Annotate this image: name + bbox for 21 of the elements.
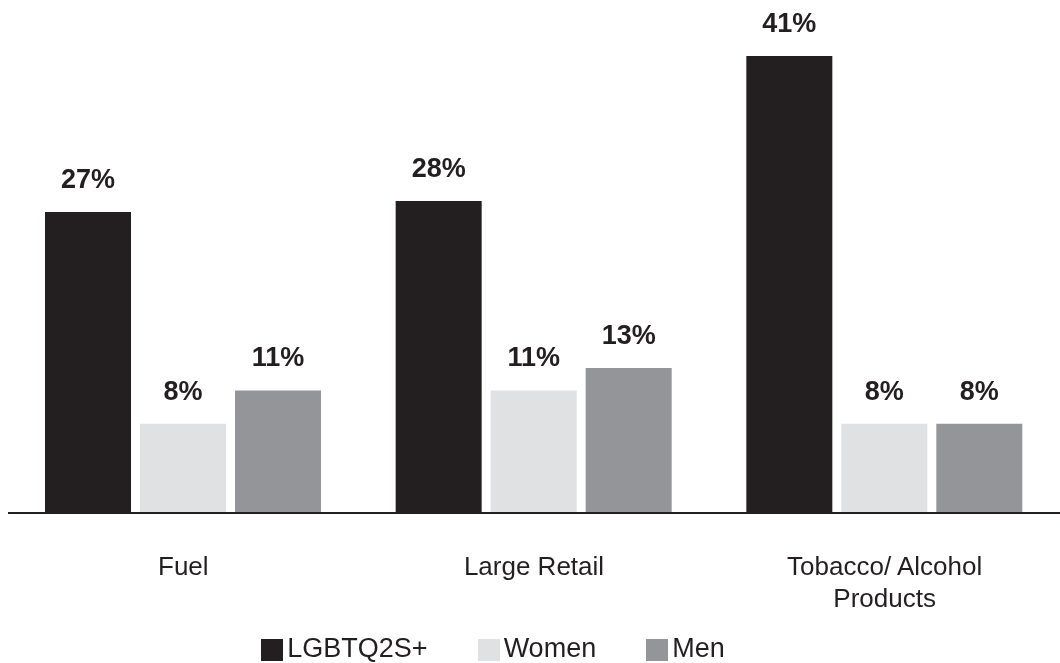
data-label: 8% xyxy=(864,375,904,406)
data-label: 27% xyxy=(60,164,116,195)
bar xyxy=(490,390,577,513)
bar xyxy=(585,368,672,513)
data-label: 8% xyxy=(163,375,203,406)
x-tick-label: Tobacco/ Alcohol Products xyxy=(787,551,983,614)
data-label: 11% xyxy=(507,342,560,373)
bar xyxy=(841,423,928,513)
data-label: 41% xyxy=(762,8,817,38)
x-tick-label: Fuel xyxy=(158,551,209,582)
data-label: 11% xyxy=(251,342,305,373)
x-tick-label: Large Retail xyxy=(463,551,605,582)
data-label: 8% xyxy=(959,375,999,406)
bar xyxy=(936,423,1023,513)
data-label: 13% xyxy=(601,320,656,351)
bar xyxy=(140,423,226,513)
legend-label: Men xyxy=(672,633,725,663)
data-label: 28% xyxy=(411,152,466,183)
legend-label: Women xyxy=(503,633,597,663)
legend-label: LGBTQ2S+ xyxy=(287,633,428,663)
bar xyxy=(235,390,321,513)
